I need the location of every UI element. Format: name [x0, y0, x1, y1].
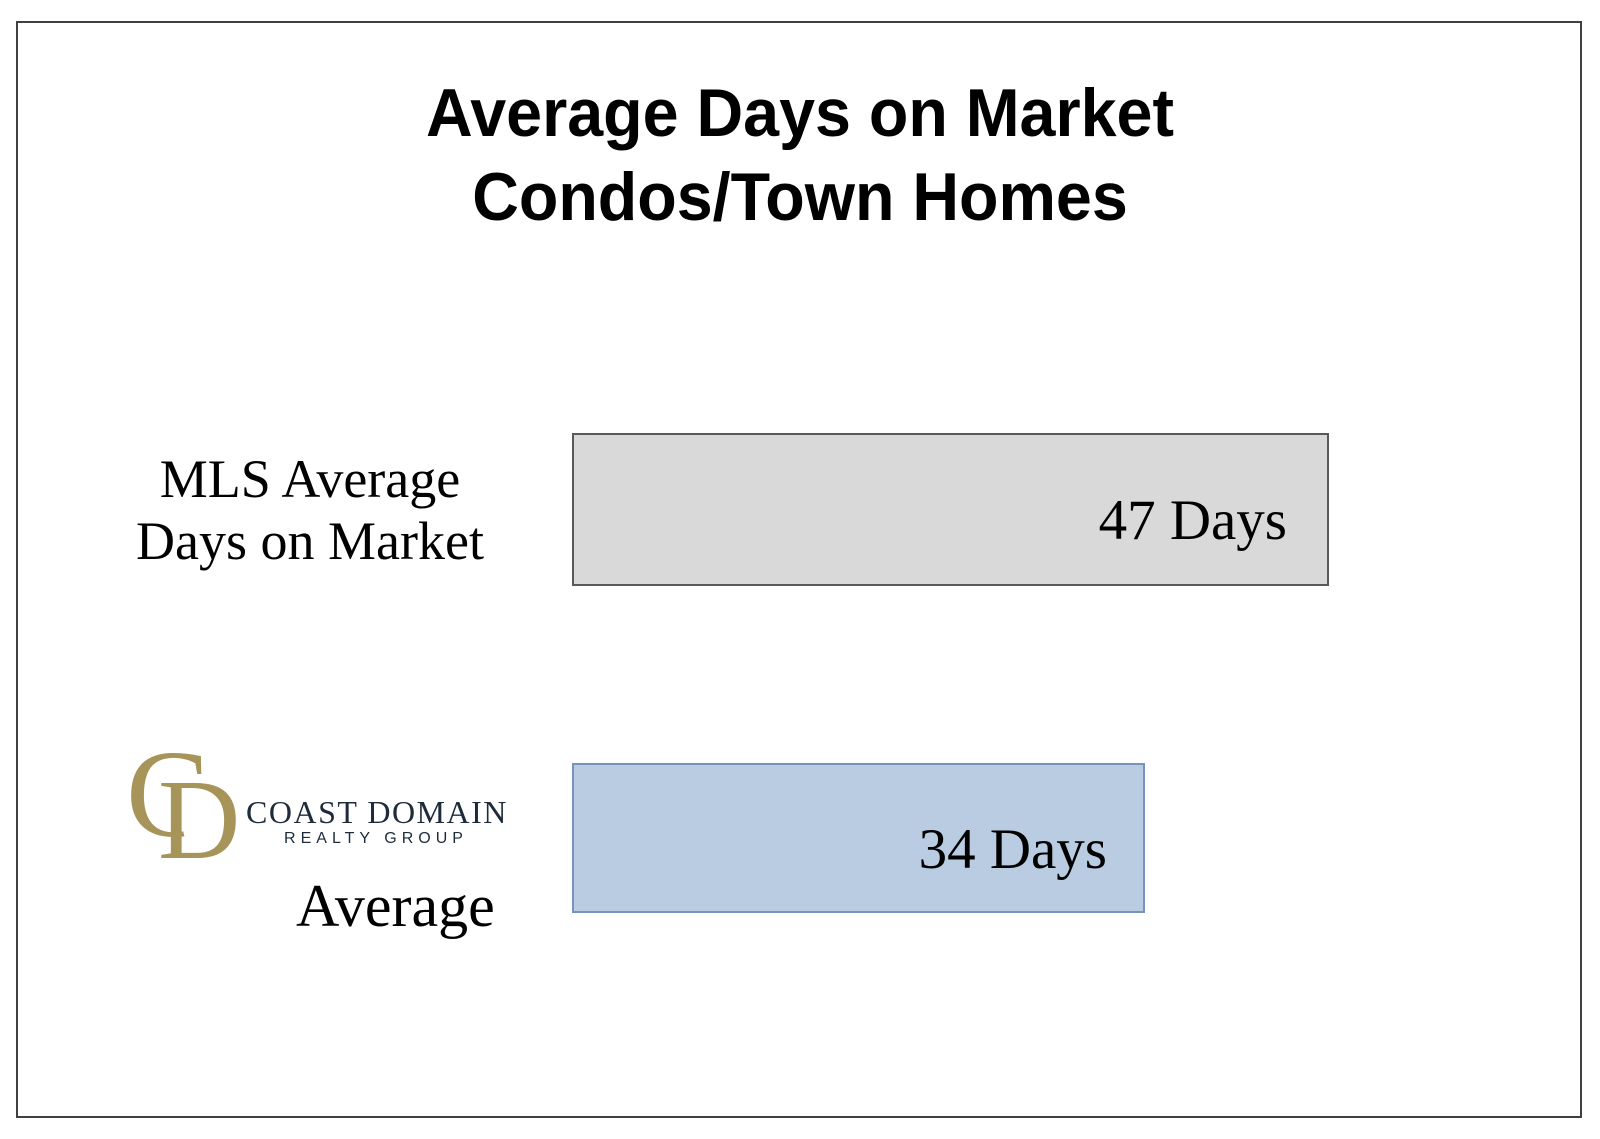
category-label-mls-line-1: MLS Average — [159, 449, 461, 509]
chart-title: Average Days on Market Condos/Town Homes — [0, 71, 1600, 239]
logo-company-name: COAST DOMAIN — [246, 794, 508, 830]
bar-value-label-mls: 47 Days — [1098, 489, 1287, 552]
slide-border — [16, 21, 1582, 1118]
bar-mls-average: 47 Days — [572, 433, 1329, 586]
logo-monogram-counter — [183, 802, 221, 852]
bar-value-label-coast-domain: 34 Days — [918, 817, 1107, 881]
chart-title-line-1: Average Days on Market — [425, 75, 1175, 151]
logo-monogram-d-letter: D — [158, 756, 241, 883]
category-label-mls: MLS Average Days on Market — [110, 448, 510, 572]
category-label-mls-line-2: Days on Market — [136, 511, 484, 571]
logo-tagline: REALTY GROUP — [284, 830, 468, 847]
category-label-average: Average — [296, 873, 495, 939]
chart-title-line-2: Condos/Town Homes — [472, 159, 1128, 235]
bar-coast-domain-average: 34 Days — [572, 763, 1145, 913]
